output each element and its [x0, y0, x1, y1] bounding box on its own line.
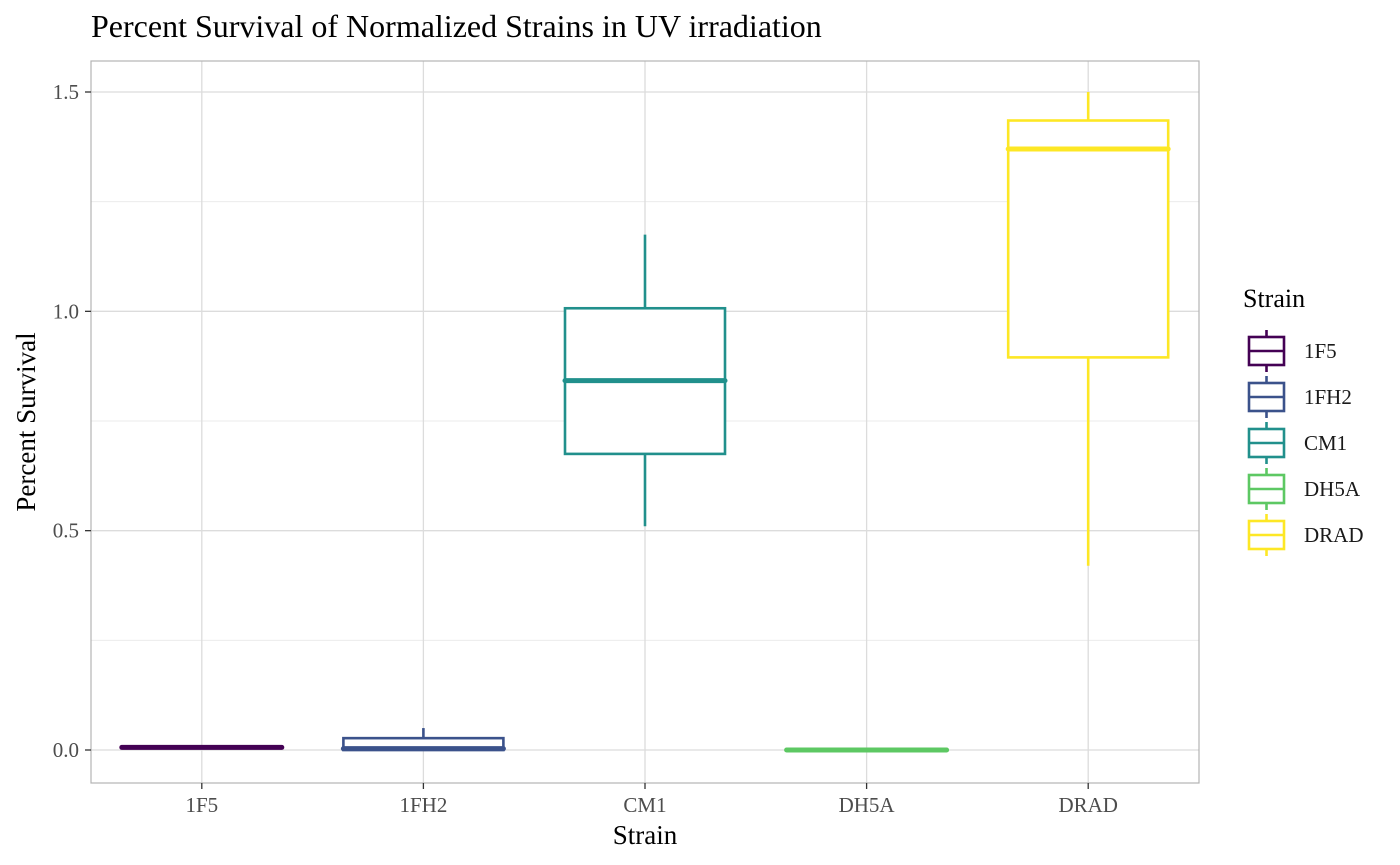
box-drad — [1005, 92, 1171, 566]
box-1fh2 — [340, 728, 506, 752]
legend-label: 1F5 — [1304, 339, 1337, 363]
legend-item-1f5: 1F5 — [1247, 330, 1337, 372]
legend-item-drad: DRAD — [1247, 514, 1364, 556]
box-cm1 — [562, 234, 728, 527]
legend-label: CM1 — [1304, 431, 1347, 455]
box-1f5 — [119, 744, 285, 750]
x-axis-ticks: 1F5 1FH2 CM1 DH5A DRAD — [185, 783, 1118, 817]
x-tick-label: DH5A — [839, 793, 896, 817]
y-tick-label: 0.5 — [53, 519, 79, 543]
box-iqr — [1006, 119, 1170, 359]
x-tick-label: 1FH2 — [399, 793, 447, 817]
legend-label: DH5A — [1304, 477, 1361, 501]
box-series — [119, 92, 1171, 753]
y-axis-ticks: 0.0 0.5 1.0 1.5 — [53, 80, 91, 762]
x-axis-label: Strain — [613, 820, 678, 850]
y-tick-label: 1.5 — [53, 80, 79, 104]
y-tick-label: 1.0 — [53, 299, 79, 323]
legend: Strain 1F5 1FH2 CM1 DH5A DRAD — [1243, 284, 1364, 556]
legend-title: Strain — [1243, 284, 1305, 313]
x-tick-label: DRAD — [1058, 793, 1118, 817]
box-dh5a — [784, 747, 950, 753]
x-tick-label: 1F5 — [185, 793, 218, 817]
legend-item-1fh2: 1FH2 — [1247, 376, 1352, 418]
legend-item-cm1: CM1 — [1247, 422, 1347, 464]
y-axis-label: Percent Survival — [11, 332, 41, 511]
y-tick-label: 0.0 — [53, 738, 79, 762]
legend-label: 1FH2 — [1304, 385, 1352, 409]
legend-label: DRAD — [1304, 523, 1364, 547]
legend-item-dh5a: DH5A — [1247, 468, 1361, 510]
x-tick-label: CM1 — [623, 793, 666, 817]
chart-title: Percent Survival of Normalized Strains i… — [91, 8, 822, 44]
